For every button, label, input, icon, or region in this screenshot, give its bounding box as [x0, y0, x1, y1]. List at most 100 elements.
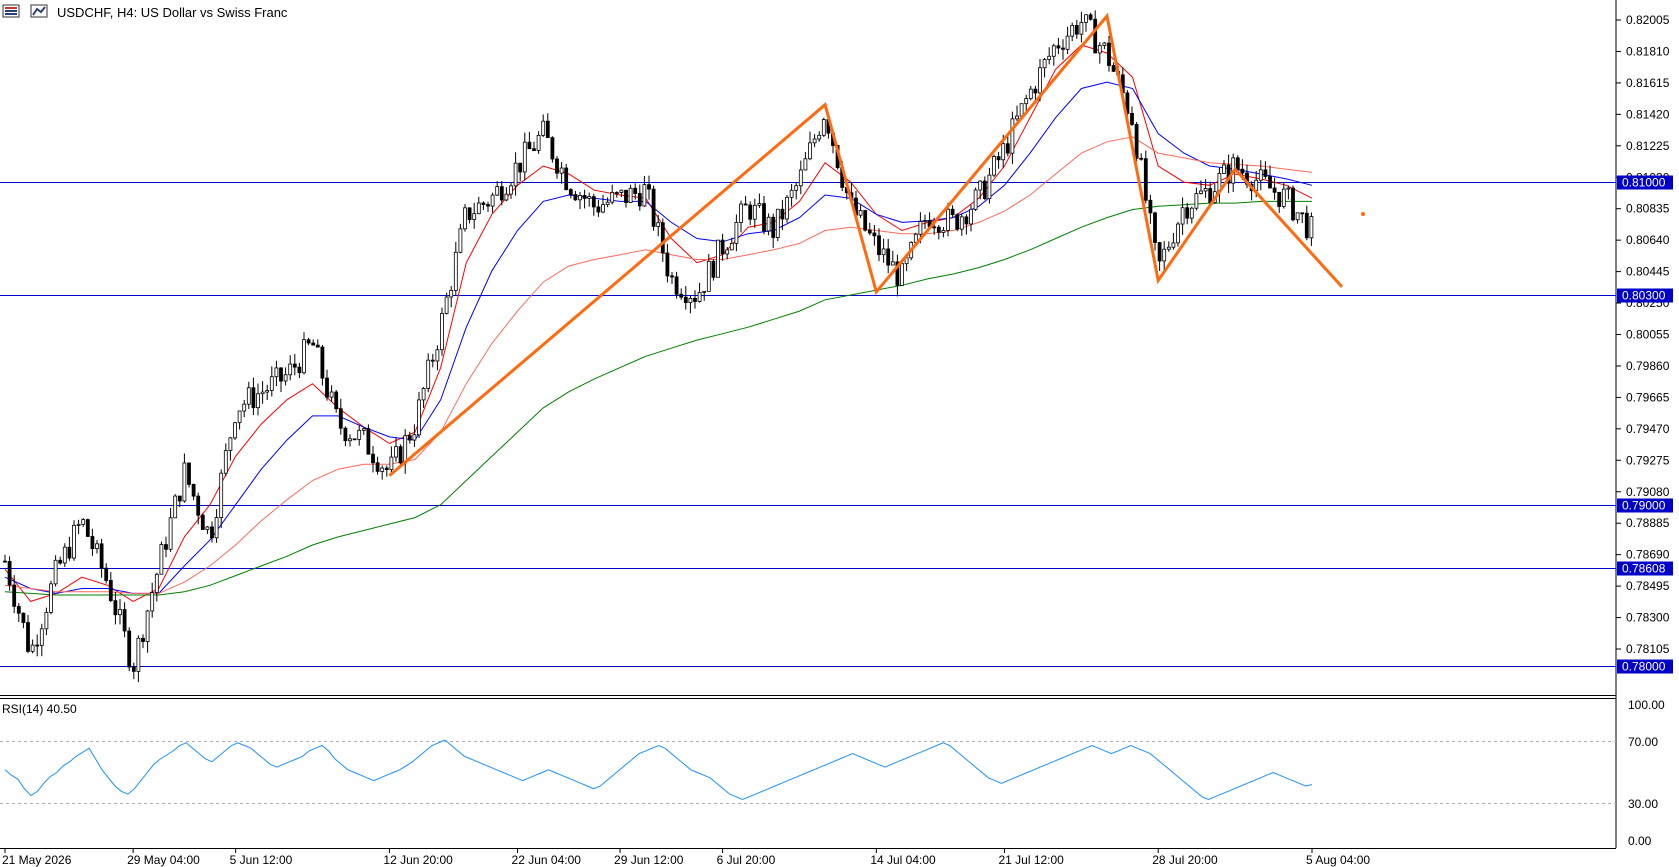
candle-body: [895, 261, 900, 286]
time-tick-label: 5 Aug 04:00: [1306, 853, 1370, 867]
candle-body: [205, 526, 210, 530]
candle-body: [260, 391, 265, 395]
candle-body: [338, 408, 343, 429]
candle-body: [302, 339, 306, 374]
candle-body: [76, 523, 81, 526]
candle-body: [1001, 143, 1006, 161]
candle-body: [688, 297, 693, 303]
candle-body: [223, 450, 228, 474]
candle-body: [619, 189, 624, 193]
candle-body: [297, 366, 302, 374]
price-tick-label: 0.80640: [1626, 233, 1670, 247]
candle-body: [81, 519, 86, 525]
candle-body: [1153, 212, 1157, 243]
candle-body: [872, 232, 877, 237]
candle-body: [716, 239, 720, 278]
candle-body: [550, 137, 555, 160]
candle-body: [136, 637, 141, 672]
candle-body: [821, 119, 826, 136]
rsi-tick-30: 30.00: [1628, 797, 1658, 811]
level-label-text: 0.78608: [1622, 562, 1666, 576]
candle-body: [35, 644, 40, 647]
candle-body: [1258, 169, 1263, 181]
candle-body: [624, 189, 628, 203]
candle-body: [306, 339, 311, 344]
time-axis: 21 May 2026 29 May 04:00 5 Jun 12:00 12 Jun…: [2, 848, 1370, 867]
candle-body: [665, 252, 670, 277]
candle-body: [1291, 187, 1295, 221]
candle-body: [651, 188, 656, 227]
toolbar-chart-icon[interactable]: [30, 4, 48, 18]
candle-body: [992, 156, 996, 176]
candle-body: [279, 367, 283, 382]
candle-body: [656, 222, 661, 227]
candle-body: [108, 580, 113, 602]
candle-body: [237, 410, 242, 424]
zigzag-line[interactable]: [388, 12, 1344, 477]
candle-body: [200, 514, 205, 530]
candle-body: [191, 483, 196, 497]
candle-body: [421, 388, 426, 401]
candle-body: [187, 462, 191, 485]
candle-body: [444, 296, 449, 314]
price-tick-label: 0.78300: [1626, 611, 1670, 625]
candle-body: [1028, 88, 1033, 100]
level-label-text: 0.81000: [1622, 176, 1666, 190]
level-label-box: [1617, 659, 1673, 674]
price-tick-label: 0.81810: [1626, 44, 1670, 58]
candle-body: [325, 377, 329, 398]
candle-body: [1199, 190, 1203, 194]
candle-body: [725, 249, 730, 255]
candle-body: [541, 120, 546, 136]
candle-body: [1185, 207, 1190, 219]
candle-body: [113, 600, 118, 616]
candle-body: [62, 546, 67, 564]
price-tick-label: 0.80445: [1626, 265, 1670, 279]
candle-body: [417, 399, 421, 436]
price-axis: 0.82005 0.81810 0.81615 0.81420 0.81225 0.810…: [1616, 13, 1670, 656]
candle-body: [1277, 191, 1282, 207]
zigzag-lines: [388, 12, 1344, 477]
candle-body: [311, 342, 316, 346]
candle-body: [1157, 242, 1162, 262]
price-tick-label: 0.82005: [1626, 13, 1670, 27]
candle-body: [1139, 157, 1144, 160]
candle-body: [794, 185, 799, 191]
candle-body: [518, 162, 523, 173]
candle-body: [131, 666, 136, 672]
rsi-line-group: [4, 739, 1313, 801]
candle-body: [890, 261, 895, 266]
candle-body: [214, 517, 219, 539]
candle-body: [168, 517, 173, 550]
candlesticks: [3, 10, 1314, 683]
candle-body: [780, 208, 785, 220]
candle-body: [449, 289, 454, 298]
candle-body: [196, 495, 201, 516]
level-label-text: 0.80300: [1622, 289, 1666, 303]
candle-body: [118, 609, 122, 616]
candle-body: [53, 559, 58, 585]
candle-body: [1286, 187, 1291, 190]
candle-body: [936, 226, 941, 233]
chart-title: USDCHF, H4: US Dollar vs Swiss Franc: [57, 5, 288, 20]
toolbar-grid-icon[interactable]: [2, 4, 20, 18]
candle-body: [1148, 199, 1153, 214]
candle-body: [1042, 59, 1047, 69]
candle-body: [817, 134, 822, 140]
candle-body: [587, 196, 592, 199]
candle-body: [766, 216, 771, 232]
candle-body: [628, 187, 633, 203]
candle-body: [1194, 193, 1199, 209]
candle-body: [366, 428, 371, 455]
candle-body: [1281, 188, 1286, 207]
candle-body: [955, 214, 960, 230]
candle-body: [1203, 188, 1208, 192]
header-icons[interactable]: [2, 4, 48, 18]
candle-body: [1065, 35, 1070, 50]
candle-body: [458, 228, 463, 253]
candle-body: [532, 148, 536, 151]
candle-body: [1134, 124, 1139, 159]
candle-body: [315, 344, 320, 348]
candle-body: [453, 251, 458, 291]
